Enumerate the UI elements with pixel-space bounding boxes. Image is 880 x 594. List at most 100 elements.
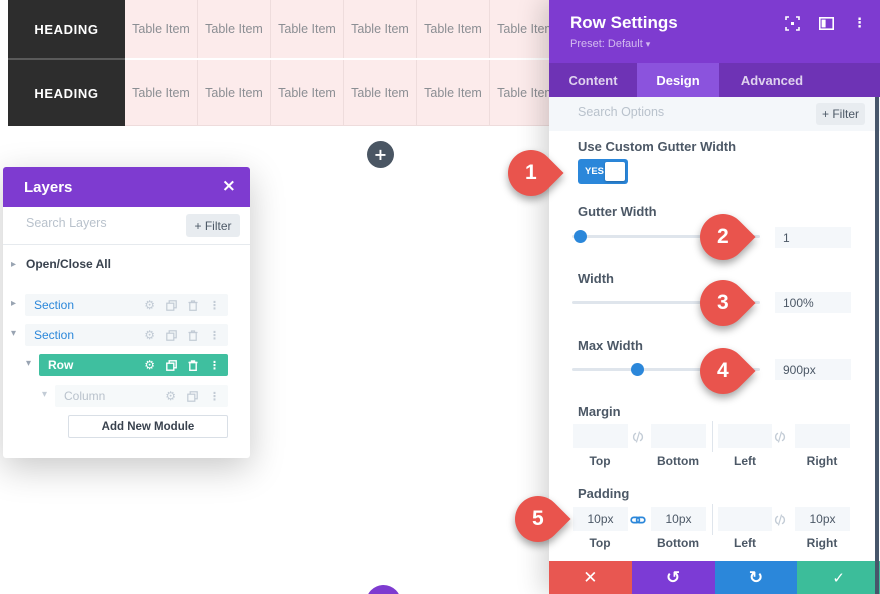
- expand-focus-icon[interactable]: [785, 16, 800, 31]
- settings-tabs: Content Design Advanced: [549, 63, 880, 97]
- undo-icon: ↺: [666, 567, 681, 588]
- gutter-toggle-label: Use Custom Gutter Width: [578, 139, 737, 154]
- width-label: Width: [578, 271, 614, 286]
- settings-filter-button[interactable]: + Filter: [816, 103, 865, 125]
- table-cell: Table Item: [417, 0, 490, 58]
- page-settings-button[interactable]: [366, 585, 401, 594]
- duplicate-icon[interactable]: [166, 299, 177, 311]
- table-cell: Table Item: [125, 0, 198, 58]
- chevron-down-icon[interactable]: ▾: [42, 389, 48, 400]
- chevron-down-icon: ▾: [645, 40, 651, 50]
- table-cell: Table Item: [344, 60, 417, 126]
- discard-button[interactable]: ✕: [549, 561, 632, 594]
- gutter-width-slider-track[interactable]: [572, 235, 760, 238]
- table-heading-cell: HEADING: [8, 0, 125, 58]
- table-cell: Table Item: [417, 60, 490, 126]
- settings-title: Row Settings: [570, 13, 678, 32]
- trash-icon[interactable]: [188, 299, 198, 311]
- layers-filter-button[interactable]: + Filter: [186, 214, 240, 237]
- open-close-all-toggle[interactable]: ▸ Open/Close All: [11, 257, 111, 271]
- toggle-knob: [605, 162, 625, 181]
- callout-1: 1: [498, 140, 564, 206]
- layers-panel-title: Layers: [24, 178, 73, 196]
- chevron-down-icon[interactable]: ▾: [26, 358, 32, 369]
- layer-item-row-selected[interactable]: Row ⚙ ⋮: [39, 354, 228, 376]
- add-section-button[interactable]: +: [367, 141, 394, 168]
- duplicate-icon[interactable]: [166, 359, 177, 371]
- duplicate-icon[interactable]: [166, 329, 177, 341]
- chevron-right-icon[interactable]: ▸: [11, 298, 17, 309]
- layers-panel: Layers × + Filter ▸ Open/Close All ▸ Sec…: [3, 167, 250, 458]
- max-width-slider-track[interactable]: [572, 368, 760, 371]
- table-cell: Table Item: [271, 0, 344, 58]
- kebab-menu-icon[interactable]: ⋮: [209, 358, 220, 372]
- check-icon: ✓: [832, 568, 845, 587]
- kebab-menu-icon[interactable]: ⋮: [209, 328, 220, 342]
- preset-dropdown[interactable]: Preset: Default ▾: [570, 38, 651, 50]
- margin-left-input[interactable]: [718, 424, 772, 448]
- scrollbar-thumb[interactable]: [875, 97, 879, 594]
- layers-search-row: + Filter: [3, 207, 250, 245]
- margin-right-label: Right: [806, 454, 838, 468]
- padding-bottom-input[interactable]: [651, 507, 706, 531]
- kebab-menu-icon[interactable]: ⋮: [209, 298, 220, 312]
- chevron-right-icon: ▸: [11, 258, 17, 270]
- save-button[interactable]: ✓: [797, 561, 880, 594]
- plus-icon: +: [373, 145, 388, 164]
- panel-layout-icon[interactable]: [819, 17, 834, 30]
- gear-icon[interactable]: ⚙: [165, 389, 176, 403]
- gutter-width-toggle[interactable]: YES: [578, 159, 628, 184]
- tab-advanced[interactable]: Advanced: [740, 72, 804, 88]
- max-width-slider-knob[interactable]: [631, 363, 644, 376]
- unlink-values-icon[interactable]: [631, 430, 645, 448]
- table-cell: Table Item: [198, 0, 271, 58]
- table-cell: Table Item: [271, 60, 344, 126]
- trash-icon[interactable]: [188, 329, 198, 341]
- linked-values-icon[interactable]: [630, 513, 646, 531]
- padding-left-input[interactable]: [718, 507, 772, 531]
- tab-content[interactable]: Content: [568, 72, 618, 88]
- redo-icon: ↻: [748, 567, 763, 588]
- table-cell: Table Item: [344, 0, 417, 58]
- divider: [712, 504, 713, 535]
- margin-top-label: Top: [589, 454, 611, 468]
- row-settings-panel: Row Settings Preset: Default ▾ ⋮ Content …: [549, 0, 880, 594]
- gutter-width-slider-knob[interactable]: [574, 230, 587, 243]
- settings-footer: ✕ ↺ ↻ ✓: [549, 561, 880, 594]
- table-cell: Table Item: [125, 60, 198, 126]
- width-slider-track[interactable]: [572, 301, 760, 304]
- trash-icon[interactable]: [188, 359, 198, 371]
- gutter-width-input[interactable]: [775, 227, 851, 248]
- add-new-module-button[interactable]: Add New Module: [68, 415, 228, 438]
- margin-top-input[interactable]: [573, 424, 628, 448]
- kebab-menu-icon[interactable]: ⋮: [209, 389, 220, 403]
- gear-icon[interactable]: ⚙: [144, 298, 155, 312]
- layers-search-input[interactable]: [26, 216, 176, 230]
- margin-right-input[interactable]: [795, 424, 850, 448]
- duplicate-icon[interactable]: [187, 390, 198, 402]
- redo-button[interactable]: ↻: [714, 561, 798, 594]
- undo-button[interactable]: ↺: [631, 561, 715, 594]
- unlink-values-icon[interactable]: [773, 430, 787, 448]
- search-options-input[interactable]: [578, 105, 748, 119]
- settings-search-row: + Filter: [549, 97, 880, 131]
- kebab-menu-icon[interactable]: ⋮: [853, 16, 866, 31]
- padding-top-label: Top: [589, 536, 611, 550]
- chevron-down-icon[interactable]: ▾: [11, 328, 17, 339]
- tab-design[interactable]: Design: [637, 63, 719, 97]
- gear-icon[interactable]: ⚙: [144, 358, 155, 372]
- unlink-values-icon[interactable]: [773, 513, 787, 531]
- max-width-input[interactable]: [775, 359, 851, 380]
- padding-top-input[interactable]: [573, 507, 628, 531]
- layer-item-section[interactable]: Section ⚙ ⋮: [25, 294, 228, 316]
- margin-bottom-input[interactable]: [651, 424, 706, 448]
- close-icon[interactable]: ×: [221, 176, 236, 196]
- padding-right-input[interactable]: [795, 507, 850, 531]
- gutter-width-label: Gutter Width: [578, 204, 657, 219]
- gear-icon[interactable]: ⚙: [144, 328, 155, 342]
- layer-item-section[interactable]: Section ⚙ ⋮: [25, 324, 228, 346]
- width-input[interactable]: [775, 292, 851, 313]
- table-heading-cell: HEADING: [8, 60, 125, 126]
- layer-item-column[interactable]: Column ⚙ ⋮: [55, 385, 228, 407]
